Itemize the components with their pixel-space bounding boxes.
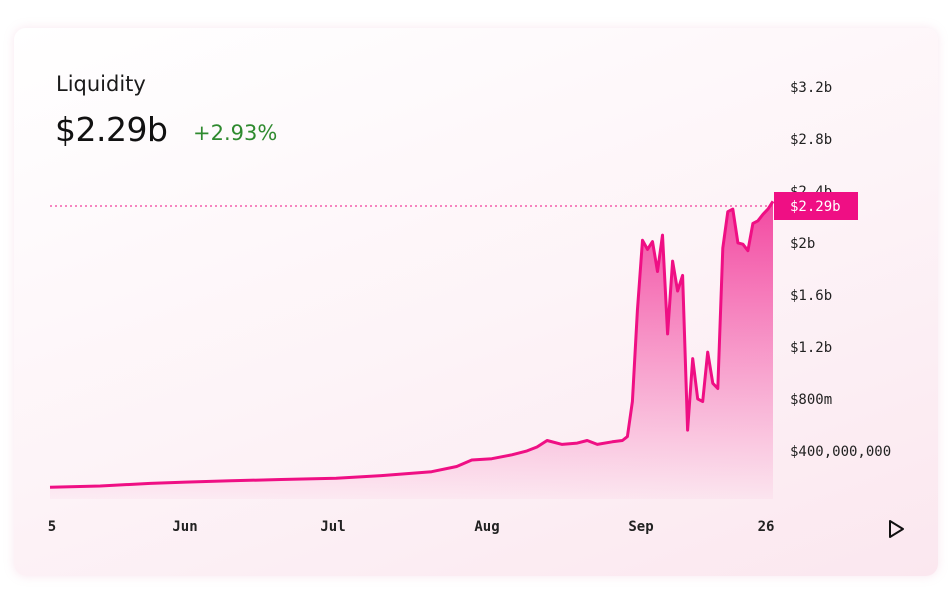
x-tick-label: 26 bbox=[758, 519, 775, 535]
y-tick-label: $1.6b bbox=[790, 288, 832, 304]
current-value-badge: $2.29b bbox=[774, 192, 858, 220]
play-icon bbox=[889, 520, 904, 538]
y-tick-label: $3.2b bbox=[790, 80, 832, 96]
current-value-badge-label: $2.29b bbox=[790, 199, 841, 215]
y-tick-label: $2b bbox=[790, 236, 815, 252]
liquidity-area bbox=[50, 201, 773, 500]
liquidity-line bbox=[49, 200, 775, 489]
y-tick-label: $1.2b bbox=[790, 340, 832, 356]
x-tick-label: Aug bbox=[474, 519, 499, 535]
y-tick-label: $2.8b bbox=[790, 132, 832, 148]
x-tick-label: Jun bbox=[172, 519, 197, 535]
change-percent: +2.93% bbox=[193, 121, 278, 145]
play-button[interactable] bbox=[882, 514, 912, 544]
x-tick-label: Sep bbox=[628, 519, 653, 535]
x-tick-label: Jul bbox=[320, 519, 345, 535]
y-tick-label: $400,000,000 bbox=[790, 444, 891, 460]
y-tick-label: $800m bbox=[790, 392, 832, 408]
chart-title: Liquidity bbox=[56, 72, 146, 96]
current-value: $2.29b bbox=[55, 110, 168, 149]
x-tick-label: 5 bbox=[48, 519, 56, 535]
